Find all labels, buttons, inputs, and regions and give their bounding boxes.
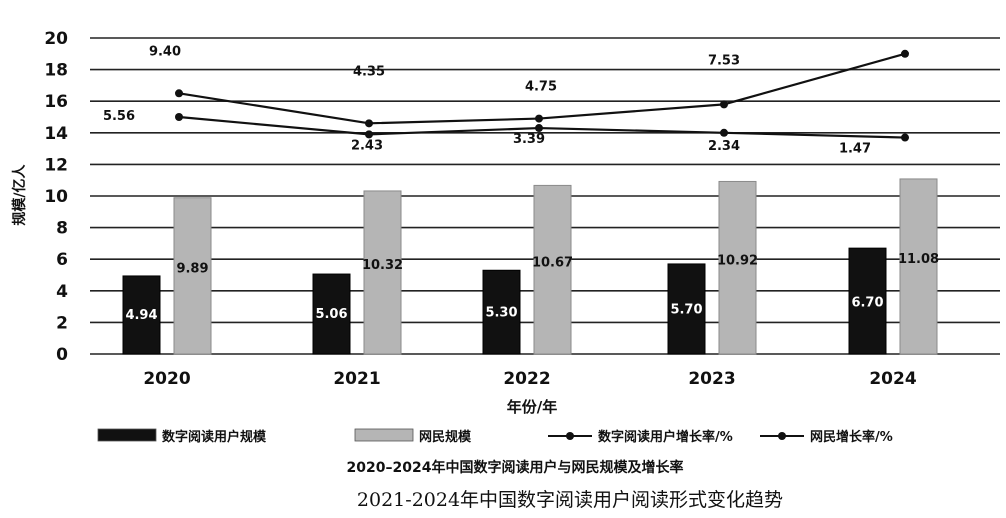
rate-value-label: 7.53 [708,53,740,68]
rate-value-label: 17.52 [884,0,925,4]
bar-value-label: 10.92 [717,253,758,268]
line-point [901,133,909,142]
bar-value-label: 6.70 [851,295,883,310]
bar-digital-reading-users [312,273,351,355]
bars [122,178,938,355]
x-axis-label: 年份/年 [507,398,557,416]
y-tick-label: 16 [44,92,68,112]
bar-value-label: 5.30 [485,305,517,320]
bar-internet-users [533,184,572,355]
bar-value-label: 5.70 [670,302,702,317]
line-point [901,49,909,58]
legend-label: 数字阅读用户增长率/% [598,429,733,445]
rate-value-label: 4.35 [353,64,385,79]
line-point [365,130,373,139]
bar-value-label: 9.89 [176,262,208,277]
y-tick-label: 18 [44,61,68,81]
data-labels: 4.94 9.89 5.06 10.32 5.30 10.67 5.70 10.92 6.70 1… [103,0,939,323]
y-tick-label: 4 [56,282,68,302]
line-point [365,119,373,128]
y-tick-label: 6 [56,250,68,270]
y-tick-label: 14 [44,124,68,144]
line-point [175,113,183,121]
legend: 数字阅读用户规模 网民规模 数字阅读用户增长率/% 网民增长率/% [97,428,893,445]
bar-value-label: 5.06 [315,307,347,322]
bar-value-label: 10.67 [532,255,573,270]
rate-value-label: 2.43 [351,138,383,153]
rate-lines [175,49,909,142]
y-tick-label: 10 [44,187,68,207]
x-tick-label: 2023 [688,369,735,389]
legend-label: 网民增长率/% [810,429,893,445]
bar-digital-reading-users [122,275,161,355]
rate-value-label: 5.56 [103,109,135,124]
rate-value-label: 4.75 [525,80,557,95]
rate-value-label: 3.39 [513,132,545,147]
bar-digital-reading-users [848,247,887,355]
bar-internet-users [363,190,402,355]
bar-value-label: 11.08 [898,252,939,267]
rate-value-label: 9.40 [149,44,181,59]
legend-label: 数字阅读用户规模 [162,429,267,445]
bar-internet-users [718,180,757,355]
legend-marker [566,432,574,440]
y-tick-label: 0 [56,345,68,365]
x-axis: 2020 2021 2022 2023 2024 [143,369,916,389]
legend-swatch [354,428,414,442]
bar-digital-reading-users [667,263,706,355]
line-point [720,100,728,109]
bar-internet-users [899,178,938,355]
bar-internet-users [173,197,212,355]
bar-digital-reading-users [482,269,521,355]
x-tick-label: 2022 [503,369,550,389]
x-tick-label: 2024 [869,369,916,389]
x-tick-label: 2021 [333,369,380,389]
rate-value-label: 1.47 [839,142,871,157]
x-tick-label: 2020 [143,369,190,389]
legend-label: 网民规模 [419,429,472,445]
legend-swatch [97,428,157,442]
y-tick-label: 12 [44,155,68,175]
figure-title: 2021-2024年中国数字阅读用户阅读形式变化趋势 [357,489,783,511]
y-axis: 0 2 4 6 8 10 12 14 16 18 20 [44,29,68,365]
y-tick-label: 8 [56,219,68,239]
bar-value-label: 10.32 [362,258,403,273]
y-tick-label: 2 [56,313,68,333]
y-axis-label: 规模/亿人 [11,163,28,225]
y-tick-label: 20 [44,29,68,49]
line-point [720,128,728,137]
bar-value-label: 4.94 [125,308,157,323]
legend-marker [778,432,786,440]
line-point [175,89,183,98]
line-point [535,114,543,123]
line-point [535,124,543,133]
rate-value-label: 2.34 [708,139,740,154]
chart-caption: 2020–2024年中国数字阅读用户与网民规模及增长率 [347,459,684,476]
